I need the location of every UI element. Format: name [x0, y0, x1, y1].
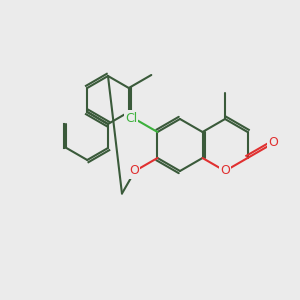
Text: O: O	[268, 136, 278, 149]
Text: Cl: Cl	[125, 112, 137, 124]
Text: O: O	[129, 164, 139, 178]
Text: O: O	[220, 164, 230, 178]
